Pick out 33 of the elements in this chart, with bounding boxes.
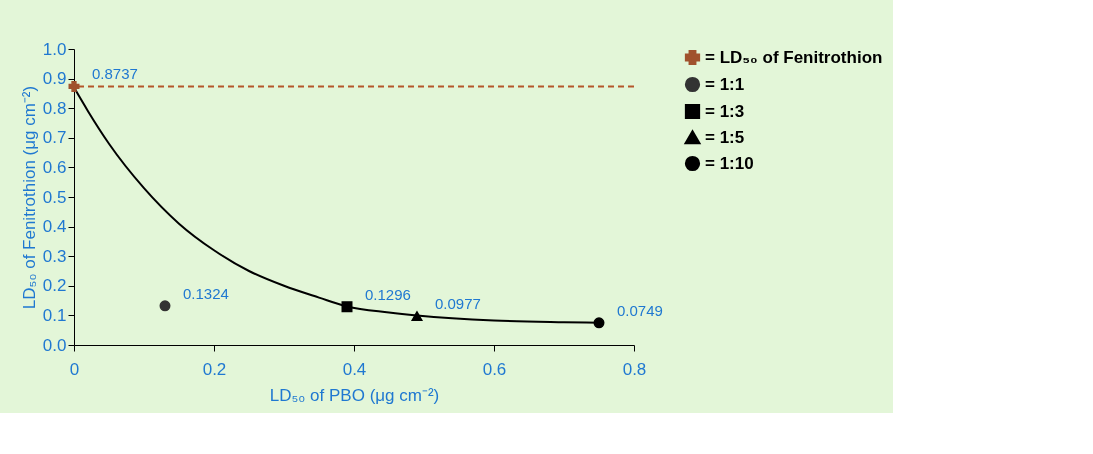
- x-axis-title: LD₅₀ of PBO (μg cm⁻²): [269, 385, 440, 405]
- y-axis-title: LD₅₀ of Fenitrothion (μg cm⁻²): [19, 85, 39, 310]
- y-tick-label: 0.7: [42, 128, 67, 148]
- y-tick-label: 0.8: [42, 98, 67, 118]
- point: [159, 300, 171, 312]
- data-label: 0.1324: [183, 284, 229, 302]
- data-label: 0.1296: [365, 285, 411, 303]
- y-tick-label: 0.4: [42, 217, 67, 237]
- y-tick-label: 0.1: [42, 305, 67, 325]
- legend-label: = 1:1: [705, 74, 745, 94]
- x-tick-label: 0.2: [202, 359, 227, 379]
- point: [593, 317, 605, 329]
- point: [411, 311, 423, 321]
- y-tick-label: 1.0: [42, 39, 67, 59]
- legend-label: = 1:10: [705, 153, 754, 173]
- y-tick-label: 0.6: [42, 157, 67, 177]
- y-tick-label: 0.3: [42, 246, 67, 266]
- data-label: 0.0749: [617, 301, 663, 319]
- data-label: 0.0977: [435, 295, 481, 313]
- y-tick-label: 0.0: [42, 335, 67, 355]
- x-tick-label: 0.8: [622, 359, 647, 379]
- point: [341, 301, 353, 313]
- y-tick-label: 0.9: [42, 69, 67, 89]
- y-tick-label: 0.5: [42, 187, 67, 207]
- x-tick-label: 0: [69, 359, 80, 379]
- x-tick-label: 0.4: [342, 359, 367, 379]
- legend-label: = LD₅₀ of Fenitrothion: [705, 47, 883, 67]
- legend-label: = 1:3: [705, 101, 745, 121]
- point: [68, 80, 80, 92]
- y-tick-label: 0.2: [42, 276, 67, 296]
- x-tick-label: 0.6: [482, 359, 507, 379]
- legend-label: = 1:5: [705, 127, 745, 147]
- data-label: 0.8737: [92, 65, 138, 83]
